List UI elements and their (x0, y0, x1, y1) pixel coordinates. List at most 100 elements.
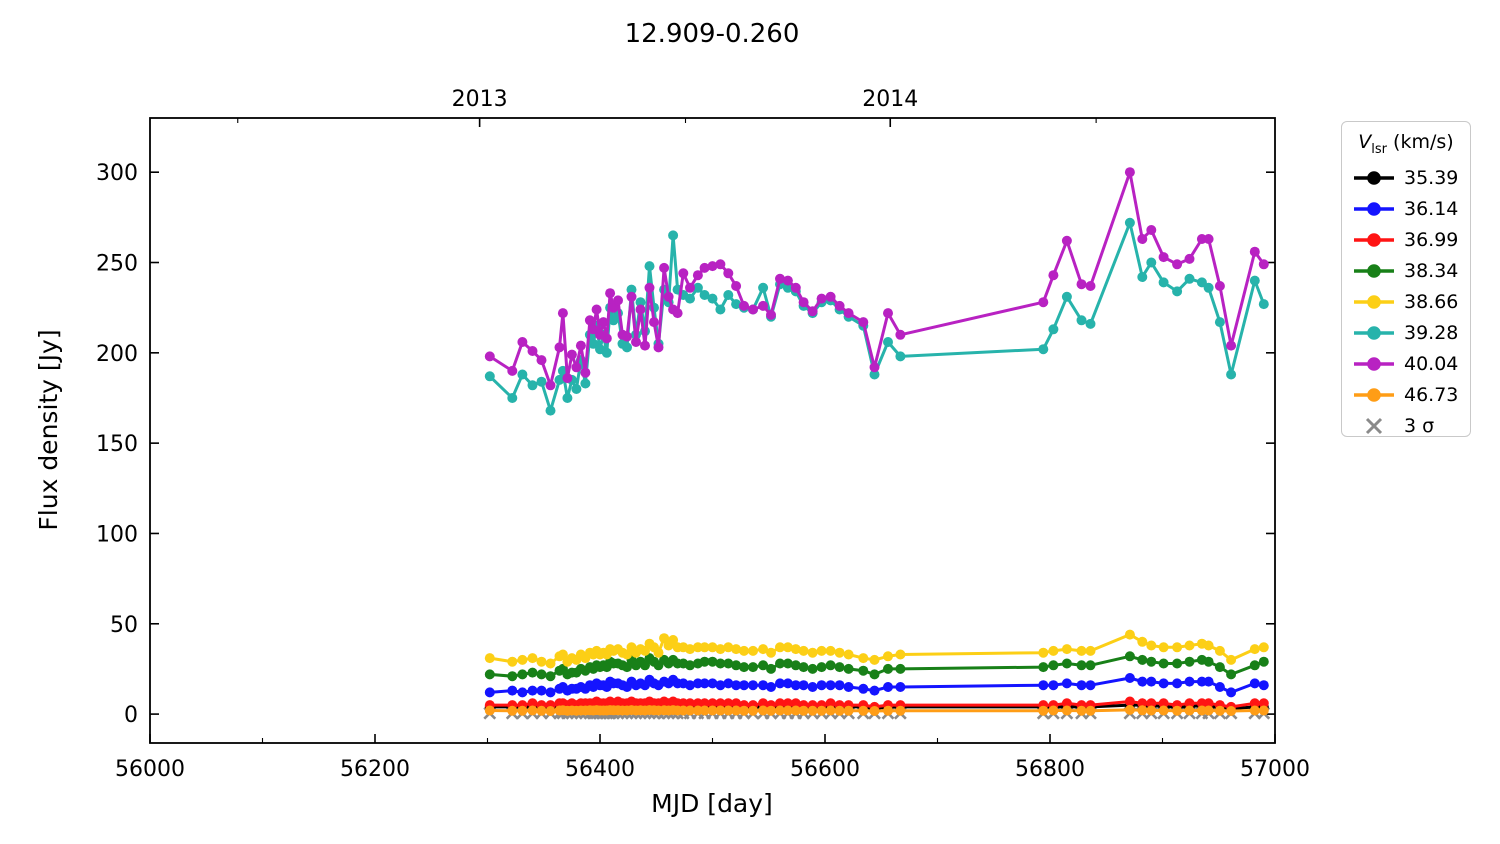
legend-label: 38.34 (1404, 260, 1459, 283)
y-tick-label: 150 (96, 432, 138, 457)
series-46.73-marker (869, 706, 880, 716)
series-46.73-marker (843, 705, 854, 716)
series-39.28-marker (601, 347, 612, 358)
series-39.28-line (488, 221, 1266, 413)
series-38.34-marker (895, 663, 906, 674)
series-38.34-marker (527, 667, 538, 678)
series-38.34-marker (1258, 656, 1269, 667)
series-38.66-marker (1038, 647, 1049, 658)
series-46.73-marker (834, 705, 845, 716)
series-38.66-marker (739, 645, 749, 656)
legend-item-46.73: 46.73 (1342, 380, 1470, 411)
series-40.04-marker (598, 317, 609, 328)
series-38.66-marker (858, 653, 869, 664)
series-39.28-marker (507, 393, 518, 403)
legend-label: 40.04 (1404, 353, 1459, 376)
series-36.99-marker (1137, 698, 1148, 709)
series-39.28-marker (644, 261, 655, 272)
series-40.04-marker (484, 351, 495, 362)
series-38.66-marker (653, 647, 664, 658)
series-36.99-marker (1061, 698, 1072, 709)
series-38.66-marker (1172, 642, 1183, 653)
series-40.04-marker (566, 349, 577, 360)
series-39.28-marker (869, 369, 880, 380)
series-46.73-marker (536, 705, 547, 716)
series-39.28-marker (1048, 324, 1059, 335)
series-38.66-marker (798, 645, 809, 656)
series-39.28-marker (1196, 277, 1207, 288)
series-46.73-marker (715, 705, 726, 716)
series-39.28-marker (588, 338, 599, 349)
series-38.34-marker (782, 658, 793, 669)
legend-line-marker-icon (1354, 233, 1394, 248)
series-46.73-marker (699, 705, 710, 716)
series-36.14-marker (775, 678, 785, 689)
series-36.14-marker (1038, 680, 1049, 691)
series-36.14-marker (1158, 678, 1169, 689)
legend-item-38.66: 38.66 (1342, 287, 1470, 318)
series-38.66-marker (668, 635, 679, 645)
series-36.99-marker (685, 698, 695, 709)
series-46.73-marker (1085, 705, 1096, 716)
series-39.28-marker (1214, 317, 1225, 328)
series-46.73 (484, 704, 1269, 716)
series-39.28-marker (707, 293, 718, 304)
legend-label: 46.73 (1404, 384, 1459, 407)
series-40.04-marker (653, 342, 664, 353)
series-40.04-marker (663, 291, 674, 302)
legend-item-39.28: 39.28 (1342, 318, 1470, 349)
series-40.04-marker (895, 329, 906, 340)
series-40.04-marker (649, 317, 659, 328)
series-40.04-marker (766, 309, 776, 320)
series-38.66-marker (869, 654, 880, 665)
series-38.66-marker (1146, 640, 1157, 651)
series-36.99-marker (715, 698, 726, 709)
series-39.28-marker (484, 371, 495, 382)
series-38.66-marker (775, 642, 785, 653)
series-40.04-marker (1158, 252, 1169, 263)
series-36.14-marker (1214, 682, 1225, 692)
series-38.34-marker (1249, 660, 1260, 671)
series-36.14-marker (1226, 687, 1237, 698)
series-46.73-marker (685, 705, 695, 716)
series-39.28-marker (545, 405, 556, 416)
series-36.14-marker (1146, 676, 1157, 687)
series-40.04-marker (790, 282, 801, 293)
series-46.73-marker (748, 705, 758, 716)
series-36.14-marker (1061, 678, 1072, 689)
series-38.34-marker (536, 669, 547, 680)
series-38.34-marker (723, 658, 734, 669)
series-36.14-marker (1076, 680, 1087, 691)
series-46.73-marker (1226, 706, 1237, 716)
series-38.34-marker (790, 660, 801, 671)
series-40.04-marker (782, 275, 793, 286)
series-39.28-marker (699, 290, 710, 300)
series-36.14-marker (748, 680, 758, 691)
series-40.04-marker (1085, 281, 1096, 291)
series-39.28-marker (1203, 282, 1214, 293)
series-40.04-marker (640, 340, 650, 351)
series-40.04-marker (613, 295, 623, 306)
y-tick-label: 300 (96, 161, 138, 186)
series-36.14-marker (790, 680, 801, 691)
series-38.66-marker (1124, 629, 1135, 640)
series-46.73-marker (883, 705, 893, 716)
series-36.14-marker (816, 680, 827, 691)
series-40.04-marker (1214, 281, 1225, 291)
series-40.04-marker (575, 340, 586, 351)
year-tick-label: 2014 (862, 87, 918, 112)
legend-item-36.14: 36.14 (1342, 194, 1470, 225)
series-38.66-marker (782, 642, 793, 653)
series-38.34-marker (816, 662, 827, 673)
series-39.28-marker (1249, 275, 1260, 286)
series-39.28-marker (1184, 273, 1195, 284)
series-38.66-marker (1061, 644, 1072, 655)
series-38.66-marker (834, 647, 845, 658)
series-40.04-marker (715, 259, 726, 270)
series-39.28-marker (1124, 217, 1135, 228)
series-39.28-marker (715, 304, 726, 315)
legend-title: Vlsr (km/s) (1342, 129, 1470, 163)
series-38.34-marker (640, 660, 650, 671)
series-36.99-marker (731, 698, 742, 709)
